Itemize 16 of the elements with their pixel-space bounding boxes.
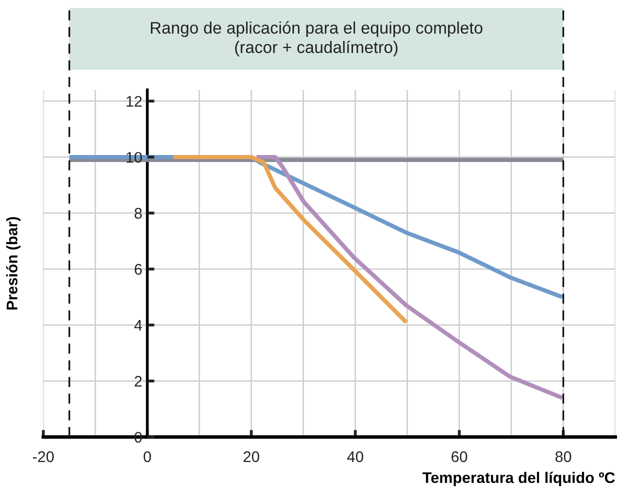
y-tick-label: 4: [134, 320, 142, 331]
x-tick-label: 40: [347, 451, 364, 462]
y-tick-label: 12: [126, 96, 142, 107]
y-tick-label: 8: [134, 208, 142, 219]
y-tick-label: 6: [134, 264, 142, 275]
x-tick-label: 80: [555, 451, 572, 462]
y-axis-title: Presión (bar): [6, 217, 20, 310]
y-tick-label: 10: [126, 152, 142, 163]
y-tick-label: 2: [134, 376, 142, 387]
x-tick-label: 60: [452, 451, 468, 462]
line-series: [171, 154, 408, 324]
x-tick-label: -20: [32, 451, 54, 462]
chart-title: Rango de aplicación para el equipo completo (racor + caudalímetro): [150, 21, 482, 56]
x-axis-title: Temperatura del líquido ºC: [422, 472, 615, 486]
x-tick-label: 20: [244, 451, 260, 462]
x-tick-label: 0: [144, 451, 151, 462]
